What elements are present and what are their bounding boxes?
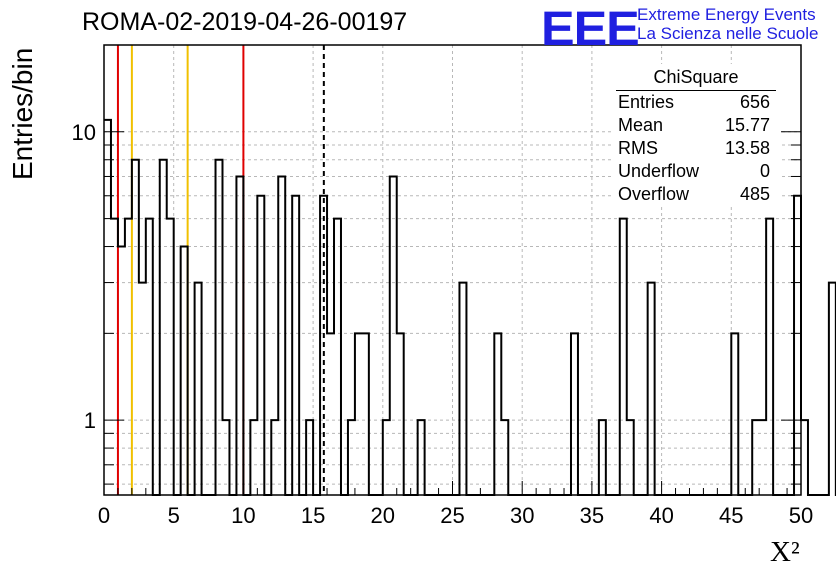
histogram-bin xyxy=(390,176,397,495)
histogram-bin xyxy=(236,176,243,495)
histogram-bin xyxy=(571,333,578,495)
histogram-bin xyxy=(501,420,508,495)
histogram-bin xyxy=(125,219,132,495)
histogram-bin xyxy=(766,219,773,495)
histogram-bin xyxy=(167,219,174,495)
x-axis-label: X² xyxy=(770,536,800,568)
stats-row: Overflow 485 xyxy=(612,183,780,206)
histogram-bin xyxy=(752,420,759,495)
x-tick-label: 45 xyxy=(719,503,743,528)
x-tick-label: 25 xyxy=(440,503,464,528)
run-title: ROMA-02-2019-04-26-00197 xyxy=(82,8,408,36)
y-tick-label: 1 xyxy=(84,408,96,433)
histogram-bin xyxy=(355,333,362,495)
y-axis-label: Entries/bin xyxy=(7,47,38,180)
stats-value: 485 xyxy=(739,184,770,204)
histogram-bin xyxy=(759,420,766,495)
histogram-bin xyxy=(383,420,390,495)
brand-line-2: La Scienza nelle Scuole xyxy=(637,24,819,43)
histogram-bin xyxy=(160,160,167,495)
histogram-bin xyxy=(257,196,264,495)
stats-box: ChiSquare Entries 656 Mean 15.77 RMS 13.… xyxy=(612,64,780,206)
stats-label: Underflow xyxy=(618,161,700,181)
histogram-bin xyxy=(278,176,285,495)
histogram-bin xyxy=(271,420,278,495)
stats-value: 656 xyxy=(739,92,770,112)
histogram-bin xyxy=(181,247,188,495)
tick-labels-layer: 0 5 10 15 20 25 30 35 40 45 50 1 10 xyxy=(72,120,814,528)
histogram-bin xyxy=(250,420,257,495)
histogram-bin xyxy=(794,196,801,495)
x-tick-label: 30 xyxy=(510,503,534,528)
histogram-bin xyxy=(222,420,229,495)
x-tick-label: 15 xyxy=(301,503,325,528)
histogram-bin xyxy=(195,283,202,495)
histogram-bin xyxy=(146,219,153,495)
histogram-bin xyxy=(801,420,808,495)
histogram-bin xyxy=(829,283,836,495)
histogram-bin xyxy=(306,420,313,495)
brand-line-1: Extreme Energy Events xyxy=(637,5,816,24)
eee-logo: EEE xyxy=(541,3,640,56)
stats-row: Entries 656 xyxy=(612,91,780,114)
stats-title: ChiSquare xyxy=(616,64,776,91)
histogram-bin xyxy=(459,283,466,495)
stats-label: Overflow xyxy=(618,184,690,204)
x-tick-label: 10 xyxy=(231,503,255,528)
histogram-bin xyxy=(118,247,125,495)
stats-value: 15.77 xyxy=(724,115,770,135)
axes-layer xyxy=(103,44,802,496)
histogram-bin xyxy=(327,333,334,495)
stats-value: 13.58 xyxy=(724,138,770,158)
histogram-bin xyxy=(132,160,139,495)
histogram-bin xyxy=(334,219,341,495)
x-tick-label: 35 xyxy=(580,503,604,528)
x-tick-label: 50 xyxy=(789,503,813,528)
stats-value: 0 xyxy=(759,161,770,181)
histogram-bin xyxy=(348,420,355,495)
stats-label: Mean xyxy=(618,115,664,135)
x-tick-label: 5 xyxy=(168,503,180,528)
x-tick-label: 20 xyxy=(371,503,395,528)
histogram-bin xyxy=(397,333,404,495)
stats-row: Underflow 0 xyxy=(612,160,780,183)
histogram-bin xyxy=(418,420,425,495)
y-tick-label: 10 xyxy=(72,120,96,145)
x-tick-label: 40 xyxy=(649,503,673,528)
histogram-bin xyxy=(731,333,738,495)
histogram-bin xyxy=(292,196,299,495)
histogram-bin xyxy=(627,420,634,495)
histogram-bin xyxy=(648,283,655,495)
histogram-bin xyxy=(139,283,146,495)
histogram-bin xyxy=(494,333,501,495)
stats-label: Entries xyxy=(618,92,675,112)
x-tick-label: 0 xyxy=(98,503,110,528)
histogram-bin xyxy=(111,219,118,495)
histogram-bin xyxy=(320,196,327,495)
histogram-bin xyxy=(362,333,369,495)
histogram-bin xyxy=(620,219,627,495)
stats-label: RMS xyxy=(618,138,658,158)
stats-row: RMS 13.58 xyxy=(612,137,780,160)
stats-row: Mean 15.77 xyxy=(612,114,780,137)
histogram-bin xyxy=(216,160,223,495)
histogram-bin xyxy=(599,420,606,495)
